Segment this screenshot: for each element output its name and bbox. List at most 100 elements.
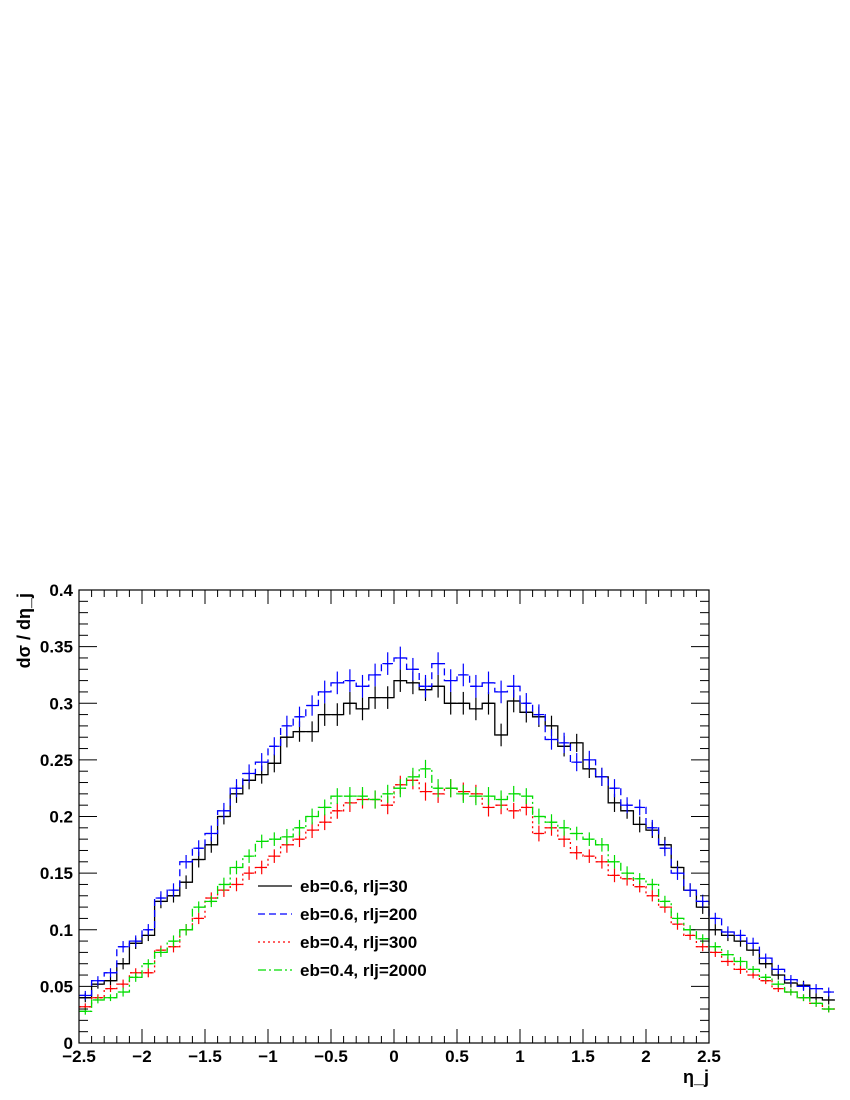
data-point <box>684 883 696 897</box>
y-tick-label: 0.1 <box>49 921 73 940</box>
data-point <box>697 934 708 944</box>
data-point <box>760 973 771 981</box>
data-point <box>155 891 167 905</box>
data-point <box>117 941 129 953</box>
data-point <box>256 753 267 772</box>
data-point <box>710 912 721 925</box>
data-point <box>760 953 771 963</box>
x-tick-label: 1.5 <box>571 1047 595 1066</box>
x-tick-label: −1 <box>258 1047 277 1066</box>
data-point <box>747 965 759 973</box>
data-point <box>495 680 507 704</box>
data-point <box>558 819 570 836</box>
data-point <box>306 695 318 716</box>
data-point <box>105 994 116 1002</box>
data-point <box>495 723 507 747</box>
data-point <box>332 788 343 805</box>
legend-entry: eb=0.4, rlj=2000 <box>258 961 427 980</box>
x-tick-label: 1 <box>515 1047 524 1066</box>
data-point <box>306 822 318 839</box>
data-point <box>634 873 645 885</box>
data-point <box>445 779 456 798</box>
data-point <box>584 750 595 769</box>
data-point <box>193 840 204 857</box>
data-point <box>558 732 570 754</box>
data-point <box>243 866 255 880</box>
series-3 <box>79 771 835 1013</box>
data-point <box>319 703 330 726</box>
axis-ticks <box>78 589 710 1044</box>
data-point <box>193 912 204 925</box>
data-point <box>344 787 356 806</box>
data-point <box>80 990 91 1000</box>
data-point <box>710 942 721 952</box>
data-point <box>105 968 116 978</box>
data-point <box>634 799 645 816</box>
data-point <box>810 999 822 1007</box>
data-point <box>369 790 381 809</box>
data-point <box>344 669 356 692</box>
data-point <box>634 816 645 833</box>
y-tick-label: 0.35 <box>40 638 73 657</box>
data-point <box>92 996 104 1004</box>
series-line <box>79 779 835 1010</box>
data-point <box>773 980 784 988</box>
data-point <box>609 855 620 869</box>
data-point <box>294 819 305 836</box>
series-line <box>79 768 835 1012</box>
y-tick-label: 0.4 <box>49 581 73 600</box>
legend-entry: eb=0.6, rlj=30 <box>258 877 408 896</box>
data-point <box>596 855 608 869</box>
data-point <box>407 767 419 786</box>
data-point <box>231 860 242 875</box>
y-tick-label: 0.25 <box>40 751 73 770</box>
data-point <box>231 779 242 798</box>
data-point <box>231 877 242 892</box>
legend-label: eb=0.6, rlj=200 <box>300 905 417 924</box>
data-point <box>470 674 482 698</box>
data-point <box>382 652 393 675</box>
x-tick-label: 2.5 <box>697 1047 721 1066</box>
data-point <box>621 866 633 880</box>
data-point <box>470 787 482 806</box>
data-point <box>798 981 809 991</box>
data-point <box>609 868 620 883</box>
data-point <box>269 754 280 773</box>
data-point <box>357 787 368 806</box>
data-point <box>647 878 658 891</box>
data-point <box>521 693 532 714</box>
data-point <box>571 826 582 841</box>
data-point <box>269 737 280 756</box>
data-point <box>533 704 545 725</box>
data-point <box>168 935 179 947</box>
data-point <box>319 814 330 831</box>
x-tick-label: 2 <box>641 1047 650 1066</box>
x-tick-label: 0.5 <box>445 1047 469 1066</box>
data-point <box>319 680 330 704</box>
data-point <box>130 972 141 982</box>
data-point <box>206 895 217 908</box>
data-point <box>193 901 204 913</box>
data-point <box>92 976 104 986</box>
data-point <box>508 802 519 819</box>
data-point <box>332 802 343 819</box>
data-point <box>659 840 671 857</box>
data-point <box>584 849 595 863</box>
y-tick-label: 0.3 <box>49 694 73 713</box>
series-layer <box>79 646 835 1015</box>
data-point <box>357 697 368 721</box>
data-point <box>332 671 343 695</box>
data-point <box>722 950 734 960</box>
data-point <box>458 691 469 715</box>
data-point <box>269 832 280 846</box>
data-point <box>672 866 683 880</box>
y-tick-label: 0.05 <box>40 977 73 996</box>
data-point <box>458 784 469 803</box>
data-point <box>281 715 293 737</box>
data-point <box>747 937 759 950</box>
x-tick-label: −1.5 <box>188 1047 222 1066</box>
data-point <box>168 883 179 897</box>
legend: eb=0.6, rlj=30 eb=0.6, rlj=200 eb=0.4, rlj… <box>258 877 427 980</box>
data-point <box>420 674 431 698</box>
